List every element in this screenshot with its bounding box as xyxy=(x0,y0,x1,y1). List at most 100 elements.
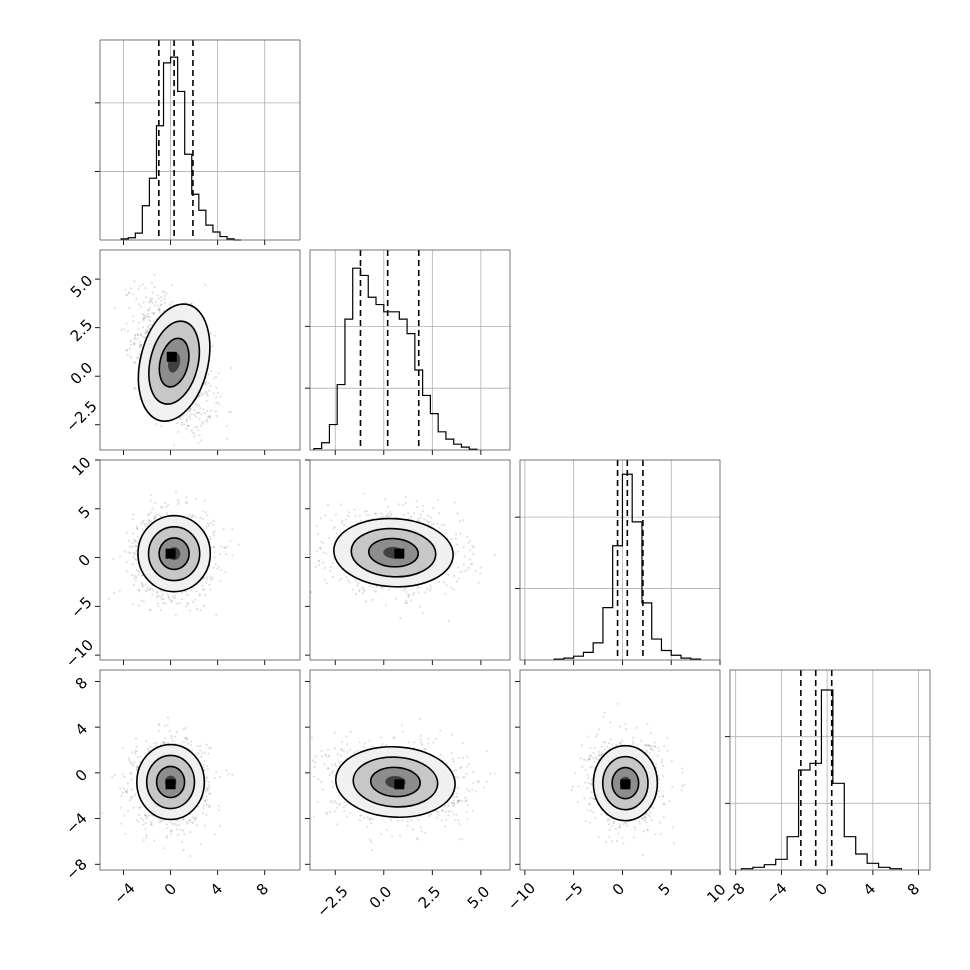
scatter-point xyxy=(141,584,144,587)
scatter-point xyxy=(143,813,147,817)
scatter-point xyxy=(129,762,133,765)
scatter-point xyxy=(432,741,435,744)
scatter-point xyxy=(219,775,222,779)
scatter-point xyxy=(135,544,138,548)
scatter-point xyxy=(153,839,156,842)
scatter-point xyxy=(339,503,343,506)
scatter-point xyxy=(163,724,167,728)
scatter-point xyxy=(125,322,128,325)
scatter-point xyxy=(135,297,138,300)
scatter-point xyxy=(151,291,154,294)
histogram-panel-2 xyxy=(515,459,721,665)
scatter-point xyxy=(198,594,201,597)
scatter-point xyxy=(164,741,167,744)
scatter-point xyxy=(205,581,208,584)
scatter-point xyxy=(358,590,361,593)
scatter-point xyxy=(195,824,198,827)
scatter-point xyxy=(315,524,319,528)
scatter-point xyxy=(205,779,208,782)
scatter-point xyxy=(368,514,371,517)
scatter-point xyxy=(461,518,465,522)
scatter-point xyxy=(186,601,189,605)
scatter-point xyxy=(493,553,497,557)
contour-line xyxy=(136,743,206,821)
scatter-point xyxy=(142,823,145,826)
scatter-point xyxy=(206,576,209,579)
scatter-point xyxy=(404,601,407,605)
scatter-point xyxy=(175,731,179,734)
scatter-point xyxy=(136,337,139,340)
scatter-point xyxy=(196,745,199,748)
scatter-point xyxy=(285,537,287,539)
scatter-point xyxy=(430,523,433,526)
scatter-point xyxy=(180,418,183,421)
scatter-point xyxy=(213,530,216,533)
scatter-point xyxy=(208,746,211,749)
scatter-point xyxy=(165,505,168,508)
scatter-point xyxy=(136,765,139,769)
scatter-point xyxy=(150,823,153,826)
scatter-point xyxy=(205,803,208,806)
scatter-point xyxy=(161,593,164,596)
scatter-point xyxy=(465,772,468,775)
scatter-point xyxy=(456,801,459,805)
scatter-point xyxy=(322,551,325,554)
scatter-point xyxy=(205,380,208,383)
scatter-point xyxy=(145,332,148,335)
scatter-point xyxy=(127,539,130,542)
scatter-point xyxy=(413,591,416,595)
scatter-point xyxy=(354,579,358,582)
scatter-point xyxy=(466,755,469,758)
scatter-point xyxy=(139,333,142,336)
scatter-point xyxy=(327,754,330,757)
scatter-point xyxy=(169,821,172,824)
scatter-point xyxy=(380,512,383,515)
scatter-point xyxy=(182,423,186,426)
scatter-point xyxy=(189,407,192,410)
scatter-point xyxy=(124,293,127,296)
histogram-panel-0 xyxy=(95,39,301,245)
scatter-point xyxy=(206,786,209,789)
scatter-point xyxy=(431,506,435,509)
scatter-point xyxy=(169,832,173,835)
scatter-point xyxy=(126,782,130,785)
scatter-point xyxy=(218,403,221,406)
scatter-point xyxy=(165,512,169,515)
scatter-point xyxy=(402,589,405,592)
scatter-point xyxy=(148,325,151,328)
scatter-point xyxy=(386,505,390,508)
scatter-point xyxy=(148,306,151,310)
scatter-point xyxy=(191,816,194,819)
scatter-point xyxy=(451,733,454,736)
scatter-point xyxy=(160,820,163,823)
scatter-point xyxy=(374,512,378,515)
scatter-point xyxy=(471,544,474,548)
scatter-point xyxy=(148,519,151,522)
scatter-point xyxy=(407,512,410,515)
scatter-point xyxy=(207,781,210,784)
scatter-point xyxy=(238,543,241,546)
scatter-point xyxy=(462,546,465,549)
scatter-point xyxy=(164,501,167,505)
scatter-point xyxy=(157,722,160,726)
scatter-point xyxy=(214,410,217,413)
scatter-point xyxy=(121,747,124,750)
scatter-point xyxy=(458,838,461,841)
scatter-point xyxy=(404,587,407,590)
scatter-point xyxy=(310,590,313,594)
scatter-point xyxy=(149,821,153,824)
scatter-point xyxy=(203,824,206,827)
scatter-point xyxy=(454,769,458,772)
scatter-point xyxy=(185,501,188,504)
scatter-point xyxy=(215,401,218,405)
scatter-point xyxy=(176,602,179,605)
scatter-point xyxy=(133,577,136,580)
scatter-point xyxy=(170,734,173,738)
scatter-point xyxy=(468,558,471,561)
scatter-point xyxy=(137,302,140,306)
scatter-point xyxy=(456,543,459,546)
scatter-point xyxy=(137,573,140,576)
scatter-point xyxy=(149,300,152,303)
scatter-point xyxy=(126,353,129,356)
density-peak xyxy=(165,548,176,559)
